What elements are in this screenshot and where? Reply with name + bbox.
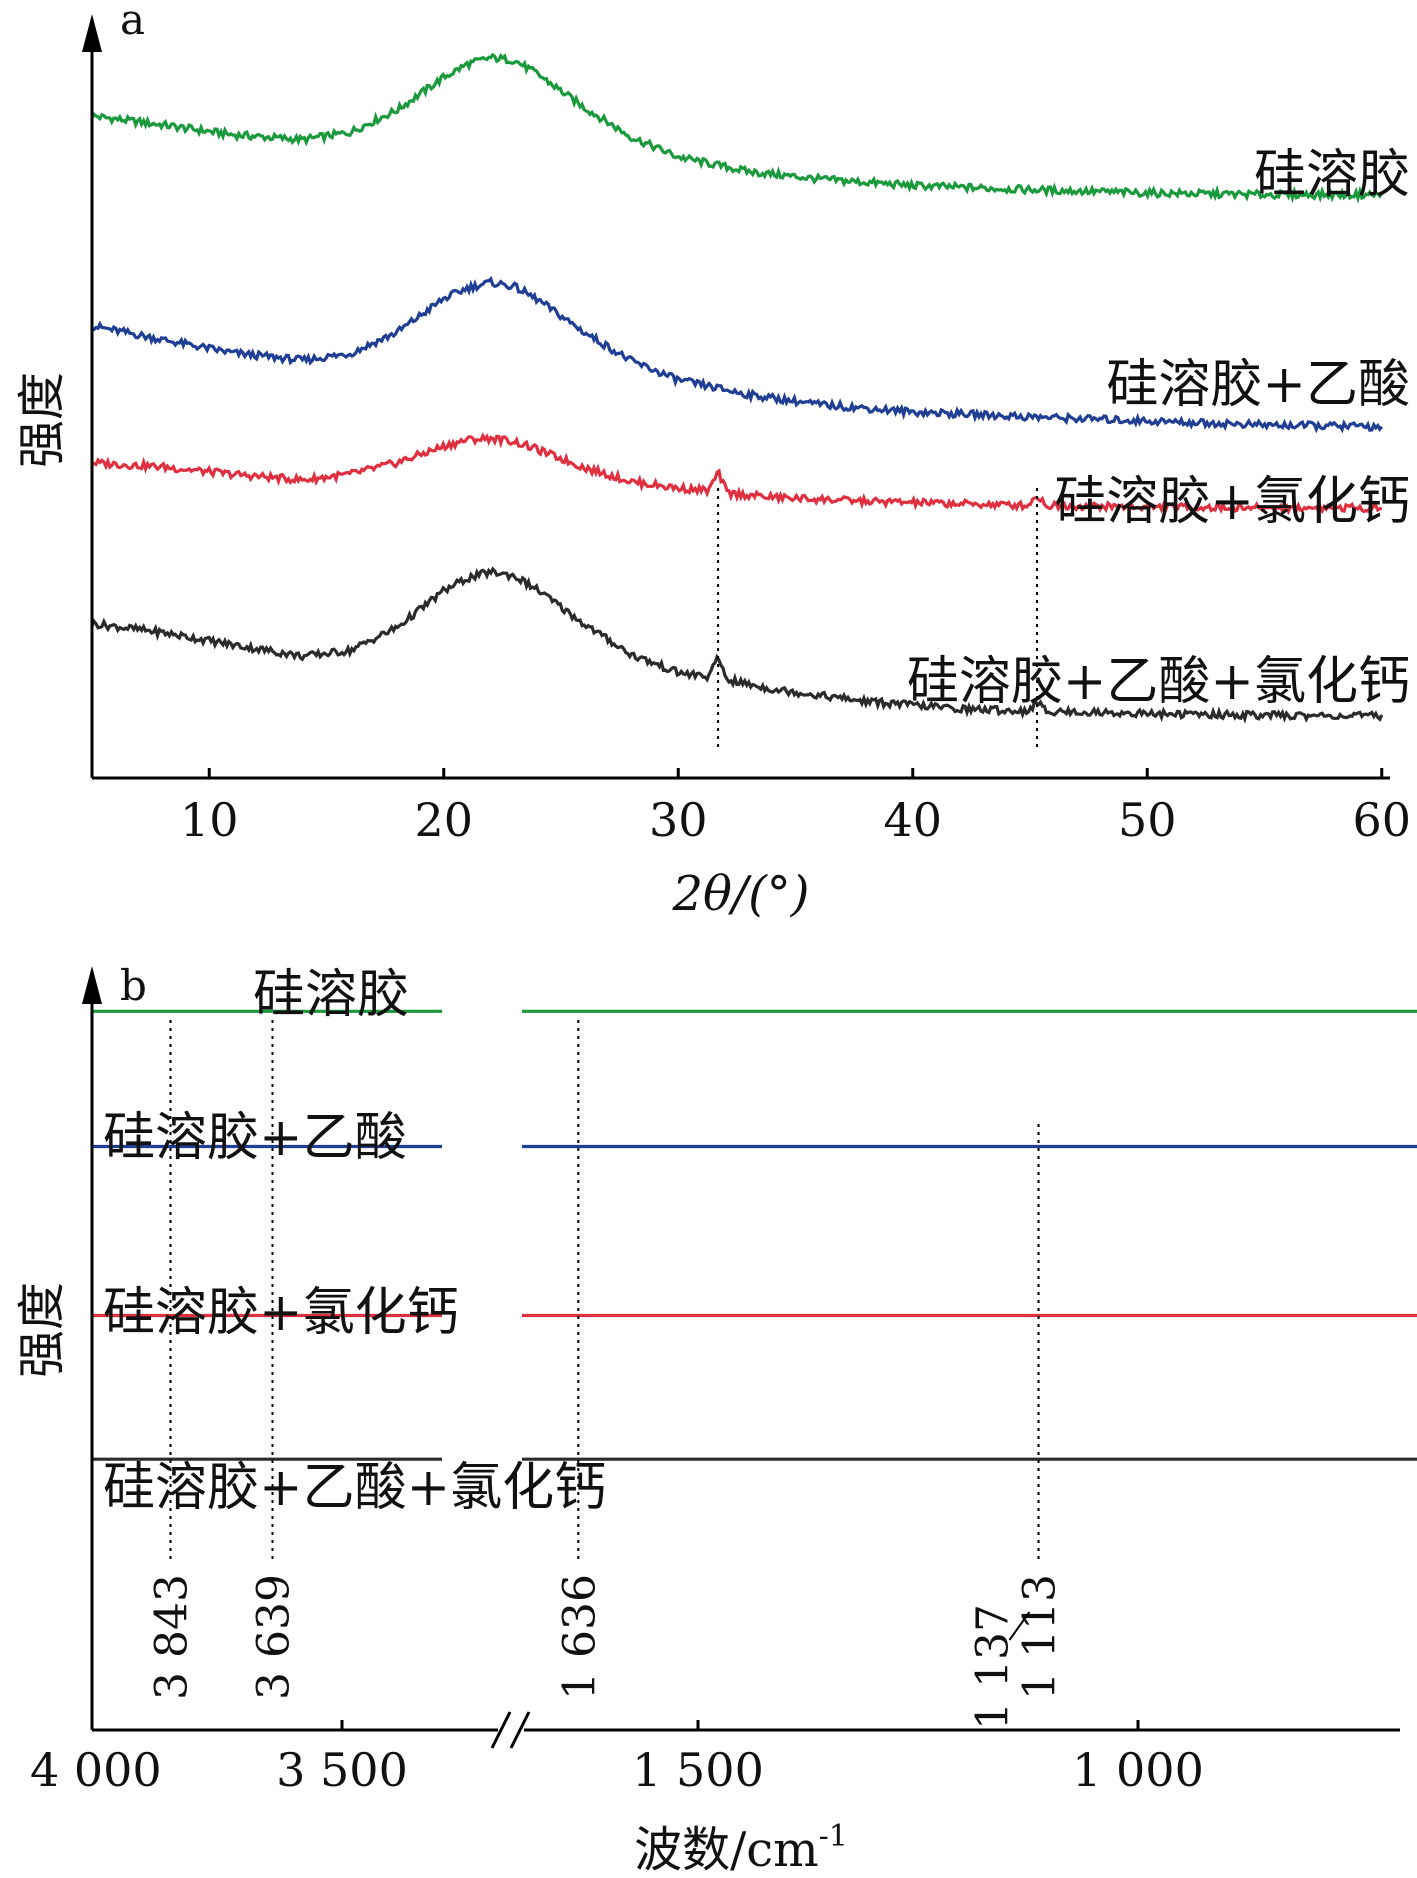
- ftir-y-axis-arrow-icon: [82, 966, 102, 1004]
- ftir-series-label: 硅溶胶+氯化钙: [103, 1283, 459, 1343]
- ftir-peak-label: 3 639: [249, 1574, 300, 1700]
- xrd-y-axis-arrow-icon: [82, 14, 102, 52]
- xrd-series-label: 硅溶胶+氯化钙: [1054, 472, 1410, 532]
- ftir-peak-label: 1 113: [1015, 1574, 1066, 1700]
- xrd-chart: 10 20 30 40 50 60 硅溶胶硅溶胶+乙酸硅溶胶+氯化钙硅溶胶+乙酸+氯化钙 …: [14, 0, 1411, 922]
- ftir-annotation-label: 1 137: [967, 1604, 1018, 1730]
- xrd-series-line: [90, 566, 1384, 724]
- ftir-x-tick-label: 1 000: [1072, 1743, 1204, 1797]
- xrd-x-tick-label: 50: [1118, 793, 1177, 847]
- xrd-x-tick-label: 10: [180, 793, 239, 847]
- xrd-reference-lines: [717, 488, 1039, 747]
- xrd-y-axis-label: 强度: [14, 372, 70, 468]
- xrd-series-label: 硅溶胶: [1254, 145, 1410, 205]
- ftir-x-axis-label-sup: -1: [819, 1819, 848, 1854]
- ftir-peak-label: 1 636: [554, 1574, 605, 1700]
- xrd-series-line: [91, 275, 1384, 434]
- ftir-series-lines: [92, 1009, 1417, 1461]
- xrd-x-tick-label: 60: [1352, 793, 1411, 847]
- panel-label-a: a: [120, 0, 145, 44]
- xrd-series-label: 硅溶胶+乙酸+氯化钙: [907, 652, 1410, 712]
- ftir-x-tick-label: 3 500: [276, 1743, 408, 1797]
- ftir-y-axis-label: 强度: [14, 1282, 70, 1378]
- panel-label-b: b: [120, 961, 147, 1010]
- xrd-x-tick-label: 40: [883, 793, 942, 847]
- xrd-x-axis-label: 2θ/(°): [671, 866, 809, 922]
- xrd-series-label: 硅溶胶+乙酸: [1106, 355, 1410, 415]
- ftir-series-label: 硅溶胶+乙酸+氯化钙: [103, 1458, 606, 1518]
- ftir-series-label: 硅溶胶+乙酸: [103, 1108, 407, 1168]
- xrd-series-lines: [90, 52, 1384, 724]
- xrd-series-line: [91, 432, 1383, 517]
- xrd-x-ticks: 10 20 30 40 50 60: [180, 768, 1411, 847]
- ftir-x-axis-label-main: 波数/cm: [634, 1822, 819, 1878]
- ftir-x-tick-label: 1 500: [632, 1743, 764, 1797]
- xrd-x-tick-label: 20: [414, 793, 473, 847]
- xrd-x-tick-label: 30: [649, 793, 708, 847]
- axis-break-icon: [490, 1711, 531, 1749]
- ftir-series-label: 硅溶胶: [253, 965, 409, 1025]
- ftir-x-axis-label: 波数/cm-1: [634, 1819, 848, 1878]
- ftir-x-tick-label: 4 000: [30, 1743, 162, 1797]
- xrd-series-line: [90, 52, 1384, 204]
- ftir-peak-label: 3 843: [147, 1574, 198, 1700]
- ftir-annotation-leader: [1008, 1611, 1031, 1641]
